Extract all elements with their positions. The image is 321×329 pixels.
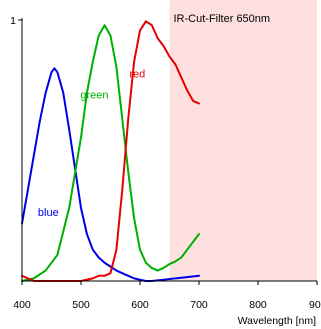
ir-cut-filter-region — [169, 0, 317, 281]
x-tick-label-600: 600 — [131, 299, 149, 311]
axes-layer — [21, 18, 317, 282]
ir-cut-filter-label: IR-Cut-Filter 650nm — [174, 13, 271, 25]
x-tick-label-800: 800 — [249, 299, 267, 311]
x-tick-label-500: 500 — [72, 299, 90, 311]
x-tick-label-900: 90( — [309, 299, 321, 311]
series-label-red: red — [129, 68, 145, 80]
labels-layer: blue green red — [38, 68, 145, 218]
y-tick-label-1: 1 — [10, 15, 16, 27]
x-tick-label-700: 700 — [190, 299, 208, 311]
ticks-layer: 400 500 600 700 800 90( 1 — [10, 15, 321, 311]
x-axis-title: Wavelength [nm] — [238, 315, 316, 327]
x-tick-label-400: 400 — [13, 299, 31, 311]
series-label-green: green — [80, 89, 108, 101]
series-label-blue: blue — [38, 207, 59, 219]
